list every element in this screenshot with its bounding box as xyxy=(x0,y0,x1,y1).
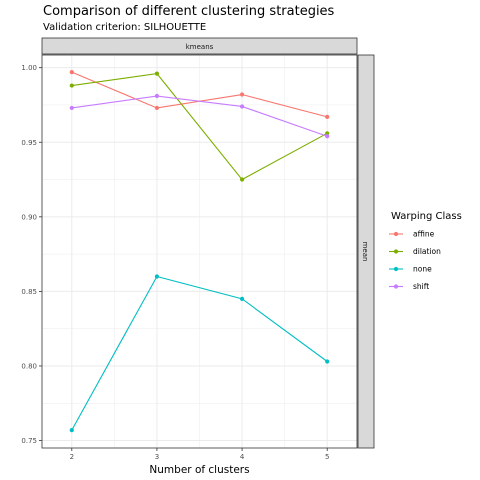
y-tick-label: 0.90 xyxy=(21,213,37,221)
data-point-dilation xyxy=(155,72,159,76)
x-axis: 2 3 4 5 xyxy=(70,448,330,461)
legend-label-none: none xyxy=(413,265,432,274)
y-tick-label: 0.85 xyxy=(21,288,37,296)
legend-label-dilation: dilation xyxy=(413,247,441,256)
y-tick-label: 0.80 xyxy=(21,362,37,370)
data-point-shift xyxy=(155,94,159,98)
data-point-shift xyxy=(240,104,244,108)
legend: Warping Class affine dilation none shift xyxy=(389,211,462,291)
facet-strip-right: mean xyxy=(358,55,374,448)
data-point-dilation xyxy=(70,83,74,87)
data-point-affine xyxy=(240,92,244,96)
data-point-none xyxy=(155,274,159,278)
x-tick-label: 3 xyxy=(155,453,159,461)
facet-strip-top: kmeans xyxy=(42,38,357,54)
legend-key-point-none xyxy=(394,267,398,271)
data-point-affine xyxy=(325,115,329,119)
data-point-none xyxy=(325,359,329,363)
legend-label-affine: affine xyxy=(413,230,435,239)
data-point-none xyxy=(240,297,244,301)
data-point-none xyxy=(70,428,74,432)
data-point-affine xyxy=(155,106,159,110)
data-point-affine xyxy=(70,70,74,74)
legend-key-point-shift xyxy=(394,284,398,288)
chart-subtitle: Validation criterion: SILHOUETTE xyxy=(43,22,206,33)
legend-title: Warping Class xyxy=(391,211,462,222)
legend-key-point-affine xyxy=(394,232,398,236)
legend-label-shift: shift xyxy=(413,282,429,291)
x-tick-label: 4 xyxy=(240,453,245,461)
data-point-dilation xyxy=(240,177,244,181)
facet-strip-right-label: mean xyxy=(361,242,369,262)
legend-key-point-dilation xyxy=(394,249,398,253)
data-point-shift xyxy=(70,106,74,110)
y-tick-label: 0.75 xyxy=(21,437,37,445)
y-tick-label: 0.95 xyxy=(21,139,37,147)
x-axis-title: Number of clusters xyxy=(149,464,249,476)
legend-items: affine dilation none shift xyxy=(389,230,441,292)
y-tick-label: 1.00 xyxy=(21,64,37,72)
x-tick-label: 5 xyxy=(325,453,329,461)
data-point-shift xyxy=(325,134,329,138)
facet-strip-top-label: kmeans xyxy=(186,43,214,51)
chart-title: Comparison of different clustering strat… xyxy=(43,4,335,19)
x-tick-label: 2 xyxy=(70,453,74,461)
y-axis: 0.75 0.80 0.85 0.90 0.95 1.00 xyxy=(21,64,42,445)
